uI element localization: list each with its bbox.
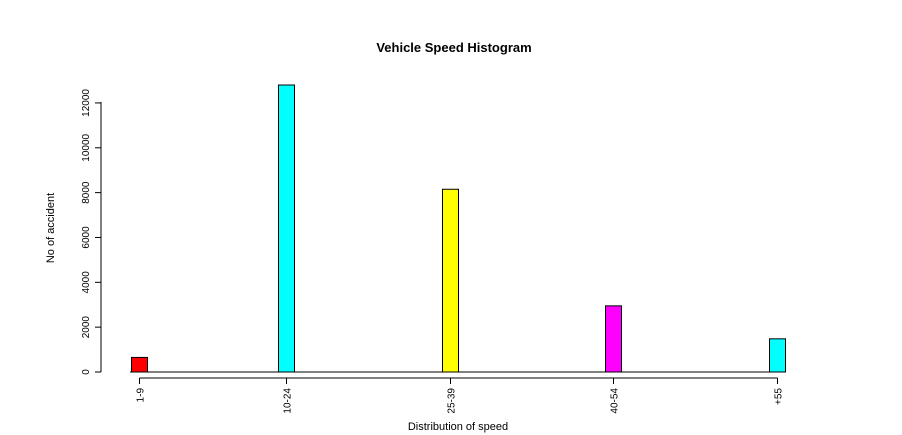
y-axis: 0 2000 4000 6000 8000 10000 12000 xyxy=(81,89,101,375)
x-tick-label: 25-39 xyxy=(447,388,458,414)
bars xyxy=(131,84,786,373)
x-tick-label: 1-9 xyxy=(136,388,147,403)
bar-1-9 xyxy=(131,356,148,373)
chart-title: Vehicle Speed Histogram xyxy=(376,40,531,55)
bar-+55 xyxy=(769,338,786,373)
y-tick-label: 2000 xyxy=(81,316,92,339)
x-tick-label: 40-54 xyxy=(610,388,621,414)
y-axis-label: No of accident xyxy=(45,193,57,263)
bar-25-39 xyxy=(442,188,459,373)
bar-40-54 xyxy=(605,305,622,373)
y-tick-label: 8000 xyxy=(81,181,92,204)
y-tick-label: 6000 xyxy=(81,226,92,249)
y-tick-label: 10000 xyxy=(81,133,92,161)
x-axis-label: Distribution of speed xyxy=(408,421,508,433)
bar-10-24 xyxy=(278,84,295,373)
y-tick-label: 4000 xyxy=(81,271,92,294)
y-tick-label: 12000 xyxy=(81,89,92,117)
y-tick-label: 0 xyxy=(81,369,92,375)
x-axis: 1-9 10-24 25-39 40-54 +55 xyxy=(136,377,785,414)
x-tick-label: +55 xyxy=(774,388,785,405)
x-tick-label: 10-24 xyxy=(283,388,294,414)
